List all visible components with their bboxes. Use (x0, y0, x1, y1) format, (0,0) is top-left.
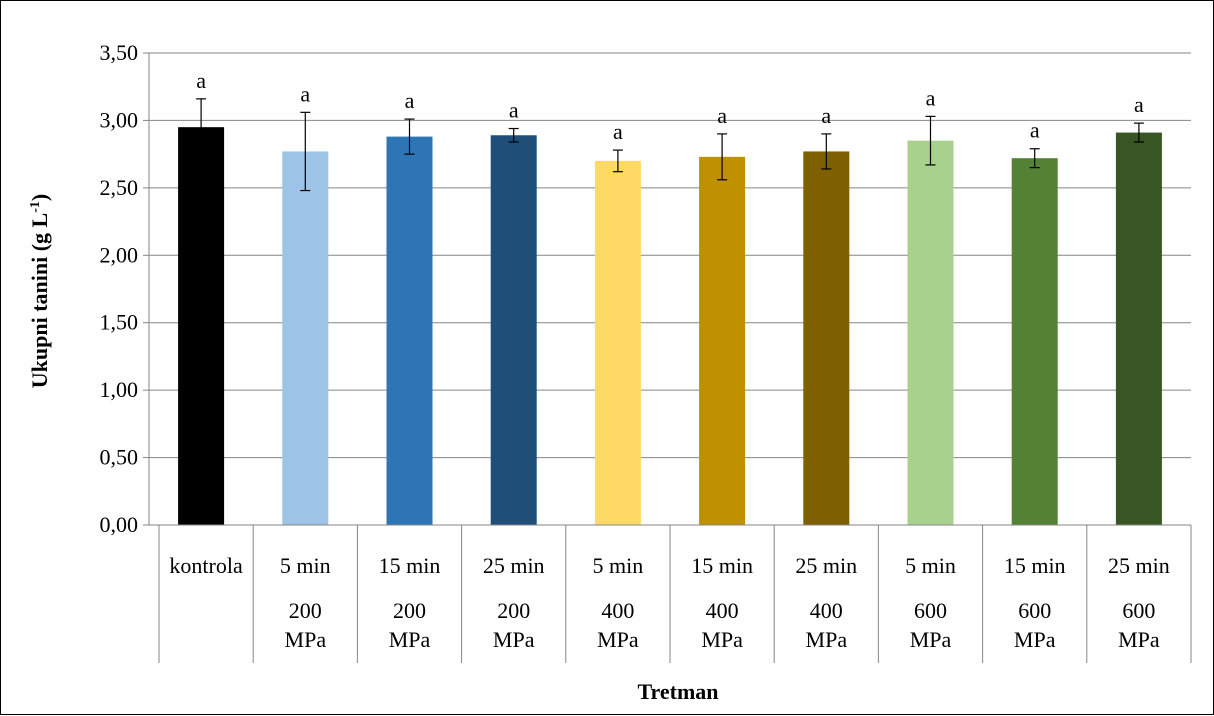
y-axis-title: Ukupni tanini (g L-1) (27, 194, 52, 388)
bars (178, 127, 1162, 526)
category-pressure-label: 400 MPa (701, 598, 743, 652)
category-time-label: kontrola (169, 553, 243, 578)
bar (594, 160, 641, 525)
bar (490, 135, 537, 525)
error-bars (196, 98, 1144, 192)
y-tick-labels: 0,00 0,50 1,00 1,50 2,00 2,50 3,00 3,50 (100, 40, 139, 537)
significance-label: a (613, 119, 623, 144)
bar (386, 136, 433, 525)
bar (1011, 158, 1058, 525)
y-tick-label: 3,50 (100, 40, 139, 65)
category-pressure-label: 200 MPa (493, 598, 535, 652)
category-pressure-label: 600 MPa (910, 598, 952, 652)
y-tick-label: 0,50 (100, 445, 139, 470)
bar (907, 140, 954, 525)
category-time-label: 5 min (280, 553, 331, 578)
category-pressure-label: 600 MPa (1118, 598, 1160, 652)
category-time-label: 25 min (795, 553, 857, 578)
significance-label: a (821, 103, 831, 128)
significance-label: a (926, 85, 936, 110)
y-tick-label: 3,00 (100, 107, 139, 132)
y-tick-label: 0,00 (100, 512, 139, 537)
category-time-label: 15 min (1004, 553, 1066, 578)
significance-label: a (717, 103, 727, 128)
significance-label: a (1030, 118, 1040, 143)
bar (178, 127, 225, 526)
significance-label: a (509, 98, 519, 123)
x-axis-title: Tretman (637, 679, 718, 704)
y-tick-label: 2,50 (100, 175, 139, 200)
y-tick-label: 2,00 (100, 242, 139, 267)
significance-label: a (405, 88, 415, 113)
category-time-label: 15 min (379, 553, 441, 578)
category-pressure-label: 400 MPa (806, 598, 848, 652)
category-time-label: 5 min (905, 553, 956, 578)
bar (699, 156, 746, 525)
category-time-label: 15 min (691, 553, 753, 578)
category-pressure-label: 600 MPa (1014, 598, 1056, 652)
significance-label: a (1134, 92, 1144, 117)
significance-labels: a a a a a a a a a a (196, 68, 1144, 144)
category-pressure-label: 200 MPa (389, 598, 431, 652)
y-tick-label: 1,00 (100, 377, 139, 402)
bar (803, 151, 850, 525)
y-tick-label: 1,50 (100, 310, 139, 335)
category-pressure-label: 200 MPa (285, 598, 327, 652)
category-time-label: 25 min (1108, 553, 1170, 578)
category-time-label: 5 min (593, 553, 644, 578)
category-time-label: 25 min (483, 553, 545, 578)
bar (282, 151, 329, 525)
category-pressure-label: 400 MPa (597, 598, 639, 652)
significance-label: a (300, 81, 310, 106)
bar (1115, 132, 1162, 525)
category-table: kontrola 5 min 200 MPa 15 min 200 MPa 25 min 200… (149, 524, 1192, 663)
significance-label: a (196, 68, 206, 93)
